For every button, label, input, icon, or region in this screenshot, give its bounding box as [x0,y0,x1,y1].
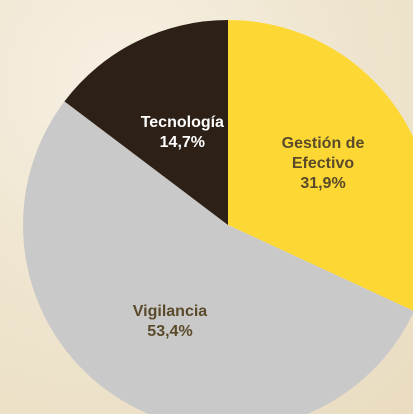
slice-label: Tecnología 14,7% [112,113,252,153]
slice-category: Tecnología [140,114,224,132]
pie-slice [23,101,413,414]
slice-value: 53,4% [147,322,193,340]
slice-value: 31,9% [300,175,346,193]
slice-category: Vigilancia [132,302,208,320]
pie-slice [228,20,413,311]
slice-category: Gestión de Efectivo [281,135,365,173]
slice-label: Gestión de Efectivo 31,9% [268,134,378,194]
slice-value: 14,7% [159,134,206,152]
pie-slice [64,20,228,225]
slice-label: Vigilancia 53,4% [100,302,240,342]
